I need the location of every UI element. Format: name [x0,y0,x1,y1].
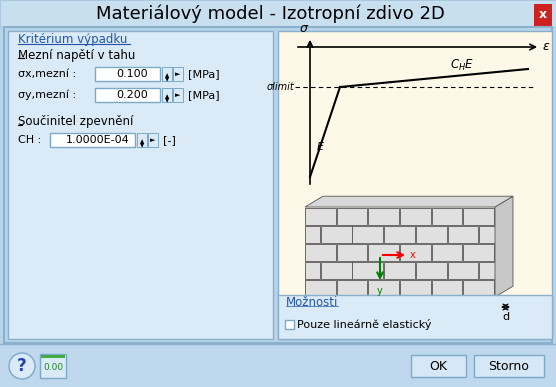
Text: 0.100: 0.100 [116,69,148,79]
Text: x: x [539,9,547,22]
FancyBboxPatch shape [479,262,495,279]
Text: σlimit: σlimit [266,82,294,92]
FancyBboxPatch shape [400,244,431,261]
Text: ►: ► [175,92,181,98]
FancyBboxPatch shape [463,280,494,297]
FancyBboxPatch shape [278,295,552,339]
FancyBboxPatch shape [416,226,446,243]
Text: $C_H E$: $C_H E$ [450,57,474,72]
Text: ▼: ▼ [165,77,169,82]
FancyBboxPatch shape [368,244,399,261]
FancyBboxPatch shape [384,226,415,243]
Text: ►: ► [150,137,156,143]
FancyBboxPatch shape [400,208,431,225]
Text: d: d [502,312,509,322]
Text: ▲: ▲ [165,74,169,79]
Text: ?: ? [17,357,27,375]
Text: OK: OK [429,360,447,373]
FancyBboxPatch shape [40,354,66,378]
FancyBboxPatch shape [431,208,463,225]
Circle shape [9,353,35,379]
FancyBboxPatch shape [305,280,336,297]
Polygon shape [305,196,513,207]
FancyBboxPatch shape [0,0,556,27]
FancyBboxPatch shape [162,67,172,81]
Text: Materiálový model - Izotropní zdivo 2D: Materiálový model - Izotropní zdivo 2D [96,5,444,23]
FancyBboxPatch shape [353,226,383,243]
FancyBboxPatch shape [479,226,495,243]
Text: Součinitel zpevnění: Součinitel zpevnění [18,115,133,128]
Text: Storno: Storno [489,360,529,373]
FancyBboxPatch shape [416,262,446,279]
Polygon shape [495,196,513,297]
FancyBboxPatch shape [411,355,466,377]
FancyBboxPatch shape [305,226,320,243]
FancyBboxPatch shape [384,262,415,279]
Text: x: x [410,250,416,260]
Text: Mezní napětí v tahu: Mezní napětí v tahu [18,48,135,62]
FancyBboxPatch shape [8,31,273,339]
FancyBboxPatch shape [368,208,399,225]
FancyBboxPatch shape [41,355,65,358]
Text: E: E [317,142,324,152]
FancyBboxPatch shape [305,244,336,261]
Text: [-]: [-] [163,135,176,145]
FancyBboxPatch shape [4,27,552,343]
Text: 0.200: 0.200 [116,90,148,100]
Text: σ: σ [300,22,308,35]
Text: Pouze lineárně elastický: Pouze lineárně elastický [297,319,431,329]
FancyBboxPatch shape [337,280,368,297]
FancyBboxPatch shape [321,226,351,243]
FancyBboxPatch shape [463,244,494,261]
FancyBboxPatch shape [0,345,556,387]
Text: ►: ► [175,71,181,77]
Text: [MPa]: [MPa] [188,69,220,79]
FancyBboxPatch shape [282,35,548,192]
FancyBboxPatch shape [95,67,160,81]
FancyBboxPatch shape [353,262,383,279]
Text: CH :: CH : [18,135,41,145]
FancyBboxPatch shape [474,355,544,377]
Text: Kritérium výpadku: Kritérium výpadku [18,33,127,46]
FancyBboxPatch shape [321,262,351,279]
Text: ε: ε [543,41,550,53]
FancyBboxPatch shape [162,88,172,102]
FancyBboxPatch shape [463,208,494,225]
Text: σx,mezní :: σx,mezní : [18,69,76,79]
FancyBboxPatch shape [137,133,147,147]
Text: σy,mezní :: σy,mezní : [18,90,76,100]
FancyBboxPatch shape [95,88,160,102]
FancyBboxPatch shape [534,4,552,26]
FancyBboxPatch shape [50,133,135,147]
FancyBboxPatch shape [368,280,399,297]
Text: 1.0000E-04: 1.0000E-04 [66,135,130,145]
FancyBboxPatch shape [305,262,320,279]
FancyBboxPatch shape [173,67,183,81]
FancyBboxPatch shape [448,262,478,279]
FancyBboxPatch shape [148,133,158,147]
Text: ▼: ▼ [165,99,169,103]
FancyBboxPatch shape [337,208,368,225]
FancyBboxPatch shape [448,226,478,243]
FancyBboxPatch shape [173,88,183,102]
FancyBboxPatch shape [278,31,552,339]
FancyBboxPatch shape [431,244,463,261]
FancyBboxPatch shape [337,244,368,261]
FancyBboxPatch shape [305,208,336,225]
Text: 0.00: 0.00 [43,363,63,372]
Text: ▼: ▼ [140,144,144,149]
Text: Možnosti: Možnosti [286,296,339,308]
Text: ▲: ▲ [140,139,144,144]
FancyBboxPatch shape [400,280,431,297]
Text: ▲: ▲ [165,94,169,99]
Text: [MPa]: [MPa] [188,90,220,100]
Text: y: y [377,286,383,296]
FancyBboxPatch shape [431,280,463,297]
FancyBboxPatch shape [285,320,294,329]
